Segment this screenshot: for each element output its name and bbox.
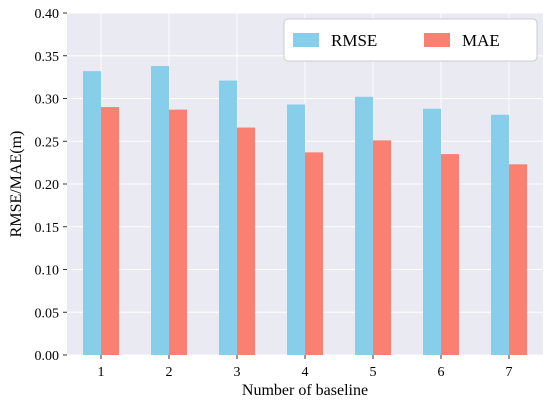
y-tick-label: 0.30 bbox=[35, 93, 60, 108]
y-tick-label: 0.00 bbox=[35, 349, 60, 364]
legend-swatch-mae bbox=[424, 33, 450, 47]
x-tick-label: 3 bbox=[234, 365, 241, 380]
x-tick-label: 6 bbox=[438, 365, 445, 380]
y-axis-ticks: 0.00 0.05 0.10 0.15 0.20 0.25 0.30 0.35 0.40 bbox=[35, 7, 67, 364]
bar-rmse-5 bbox=[355, 96, 373, 355]
bar-mae-6 bbox=[441, 154, 459, 355]
bar-rmse-2 bbox=[151, 66, 169, 355]
bar-mae-5 bbox=[373, 140, 391, 355]
legend-swatch-rmse bbox=[293, 33, 319, 47]
x-tick-label: 2 bbox=[166, 365, 173, 380]
y-tick-label: 0.40 bbox=[35, 7, 60, 22]
bar-rmse-4 bbox=[287, 104, 305, 355]
bar-rmse-1 bbox=[83, 71, 101, 355]
y-tick-label: 0.20 bbox=[35, 178, 60, 193]
y-tick-label: 0.10 bbox=[35, 264, 60, 279]
x-tick-label: 4 bbox=[302, 365, 309, 380]
x-tick-label: 5 bbox=[370, 365, 377, 380]
y-tick-label: 0.05 bbox=[35, 306, 60, 321]
bar-rmse-3 bbox=[219, 80, 237, 356]
y-tick-label: 0.15 bbox=[35, 221, 60, 236]
x-axis-ticks: 1 2 3 4 5 6 7 bbox=[98, 355, 513, 380]
x-tick-label: 7 bbox=[506, 365, 513, 380]
bar-mae-4 bbox=[305, 152, 323, 355]
legend-label-rmse: RMSE bbox=[331, 31, 377, 50]
legend: RMSE MAE bbox=[283, 18, 538, 62]
bar-rmse-6 bbox=[423, 108, 441, 355]
y-tick-label: 0.25 bbox=[35, 135, 60, 150]
bar-mae-2 bbox=[169, 109, 187, 356]
bar-mae-1 bbox=[101, 107, 119, 355]
legend-label-mae: MAE bbox=[462, 31, 500, 50]
x-tick-label: 1 bbox=[98, 365, 105, 380]
y-axis-title: RMSE/MAE(m) bbox=[8, 131, 25, 238]
legend-box bbox=[283, 18, 538, 62]
y-tick-label: 0.35 bbox=[35, 50, 60, 65]
bar-mae-7 bbox=[509, 164, 527, 355]
x-axis-title: Number of baseline bbox=[242, 382, 368, 399]
bar-rmse-7 bbox=[491, 114, 509, 356]
bar-mae-3 bbox=[237, 127, 255, 355]
bars bbox=[83, 66, 527, 356]
